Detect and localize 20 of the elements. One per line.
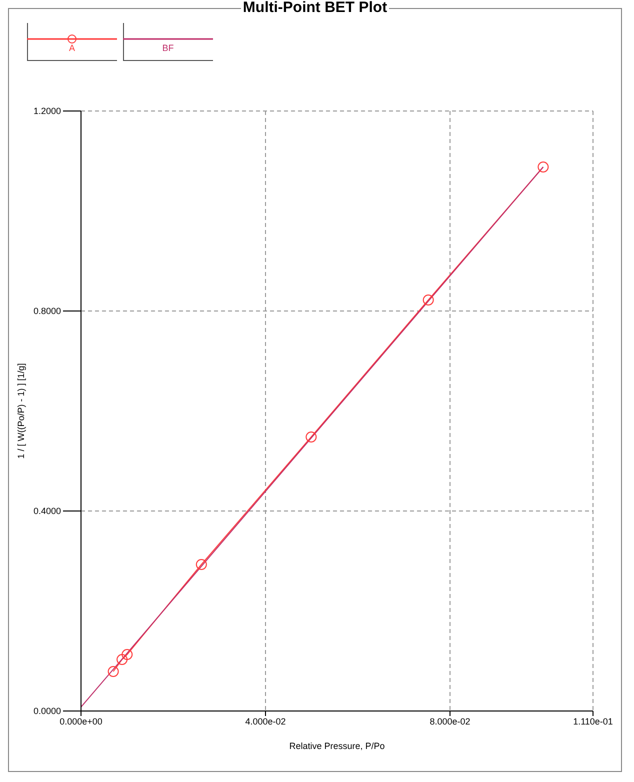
x-axis-title: Relative Pressure, P/Po (289, 741, 385, 751)
y-tick-label: 0.4000 (33, 506, 61, 516)
point (116, 654, 128, 665)
x-tick-label: 0.000e+00 (60, 716, 102, 726)
legend-label: A (68, 43, 76, 53)
y-tick-label: 0.8000 (33, 306, 61, 316)
point (196, 559, 207, 570)
chart-title: Multi-Point BET Plot (240, 0, 390, 16)
y-axis-title: 1 / [ W((Po/P) - 1) ] [1/g] (16, 363, 26, 459)
y-tick-label: 1.2000 (33, 106, 61, 116)
point (538, 162, 549, 172)
text: BF (161, 43, 175, 53)
point (306, 432, 317, 442)
point (422, 294, 434, 306)
x-tick-label: 1.110e-01 (573, 716, 613, 726)
x-tick-label: 8.000e-02 (430, 716, 470, 726)
point (108, 666, 119, 677)
x-tick-label: 4.000e-02 (245, 716, 286, 726)
y-tick-label: 0.0000 (33, 706, 61, 716)
point (122, 649, 133, 660)
